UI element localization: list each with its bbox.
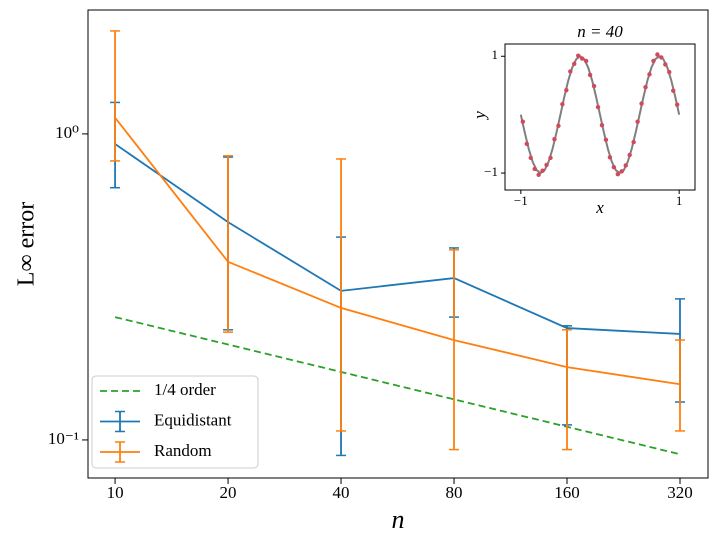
legend-label: Equidistant [154,410,232,429]
x-tick-label: 40 [333,483,350,502]
data-point [576,53,581,58]
data-point [639,101,644,106]
data-point [528,155,533,161]
inset-title: n = 40 [577,22,623,41]
y-axis-label: L∞ error [14,202,40,286]
data-point [583,58,589,64]
data-point [631,139,636,145]
data-point [643,85,648,90]
inset-frame [504,43,696,191]
data-point [591,83,597,89]
x-axis-label: n [392,505,405,534]
data-point [564,87,569,93]
x-tick-label: −1 [514,193,528,208]
data-point [536,172,541,178]
data-point [647,72,652,77]
y-tick-label: 10⁰ [55,123,79,142]
x-tick-label: 160 [554,483,580,502]
data-point [627,152,632,158]
x-tick-label: 320 [667,483,693,502]
legend [91,375,259,469]
data-point [595,104,601,110]
data-point [552,136,557,142]
data-point [572,61,577,67]
data-point [611,165,617,170]
data-point [520,119,526,124]
data-point [568,69,573,74]
data-point [560,101,565,107]
inset-y-label: y [470,111,489,121]
data-point [532,166,537,172]
data-point [548,155,553,161]
y-tick-label: −1 [484,164,498,179]
data-point [663,62,668,67]
data-point [607,155,613,160]
y-tick-label: 1 [492,47,499,62]
data-point [635,119,640,124]
data-point [524,141,529,147]
data-point [659,55,664,60]
data-point [599,122,605,128]
x-tick-label: 80 [446,483,463,502]
plot-frame [87,9,709,479]
series-line [114,117,681,386]
data-point [671,88,676,93]
data-point [587,72,593,78]
x-tick-label: 1 [676,193,683,208]
legend-label: 1/4 order [154,380,216,399]
data-point [655,52,660,57]
series-line [114,316,681,456]
data-point [579,56,585,61]
data-point [615,172,621,177]
data-point [544,162,549,168]
data-point [619,169,624,174]
inset-x-label: x [595,198,604,217]
series-line [114,143,681,335]
x-tick-label: 10 [107,483,124,502]
data-point [623,163,628,168]
legend-label: Random [154,441,212,460]
x-tick-label: 20 [220,483,237,502]
data-point [540,168,545,173]
data-point [651,58,656,64]
data-point [667,69,672,75]
data-point [674,102,680,107]
data-point [603,137,609,142]
y-tick-label: 10⁻¹ [48,429,79,448]
data-point [556,123,561,128]
